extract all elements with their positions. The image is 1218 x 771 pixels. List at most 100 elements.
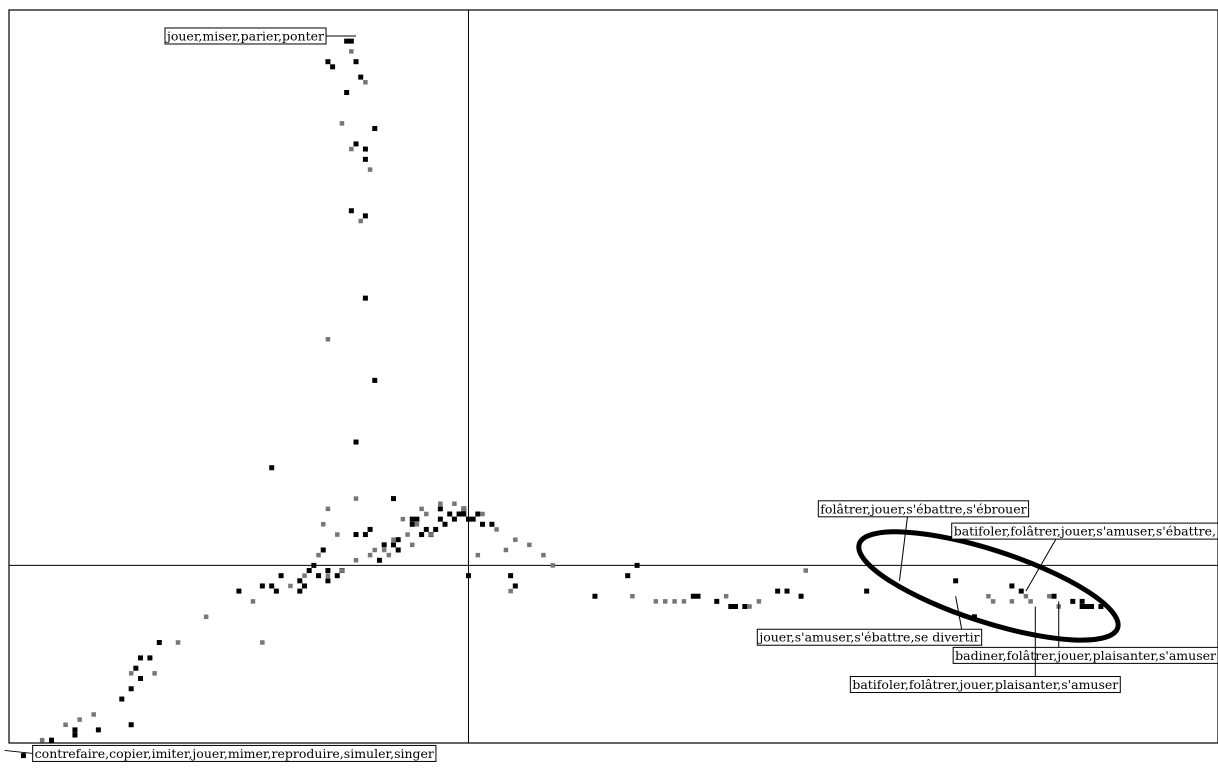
data-point <box>428 532 434 537</box>
data-point <box>465 573 471 579</box>
data-point <box>512 583 518 589</box>
data-point <box>203 614 209 620</box>
data-point <box>1009 599 1015 604</box>
data-point <box>250 599 256 604</box>
data-point <box>278 573 284 579</box>
data-point <box>953 578 959 584</box>
data-point <box>775 588 781 594</box>
annotation-label: jouer,s'amuser,s'ébattre,se divertir <box>757 630 979 645</box>
data-point <box>386 552 392 558</box>
data-point <box>541 552 546 558</box>
data-point <box>236 588 242 594</box>
data-point <box>433 526 439 532</box>
data-point <box>461 506 467 512</box>
data-point <box>152 671 157 676</box>
data-point <box>63 722 68 727</box>
data-point <box>353 496 359 501</box>
data-point <box>334 573 340 579</box>
data-point <box>1070 598 1076 604</box>
data-point <box>353 532 359 538</box>
annotation-box <box>951 522 1218 540</box>
data-point <box>1047 593 1052 599</box>
data-point <box>39 737 45 743</box>
data-point <box>138 675 144 681</box>
data-point <box>986 593 991 599</box>
data-point <box>1009 583 1015 589</box>
data-point <box>513 537 518 542</box>
data-point <box>302 583 307 589</box>
data-point <box>723 593 729 599</box>
annotation-label: batifoler,folâtrer,jouer,s'amuser,s'ébat… <box>954 524 1216 539</box>
points-group <box>20 38 1104 759</box>
data-point <box>311 562 317 568</box>
data-point <box>527 542 532 548</box>
data-point <box>1079 604 1085 610</box>
data-point <box>260 640 265 645</box>
data-point <box>391 496 397 502</box>
data-point <box>320 522 326 527</box>
data-point <box>423 526 429 532</box>
data-point <box>508 588 513 594</box>
data-point <box>358 218 363 224</box>
data-point <box>273 588 279 594</box>
data-point <box>1028 599 1033 604</box>
data-point <box>353 439 359 445</box>
data-point <box>480 521 486 527</box>
data-point <box>728 604 734 610</box>
data-point <box>353 558 359 563</box>
data-point <box>672 599 677 604</box>
data-point <box>630 593 635 599</box>
data-point <box>325 578 331 584</box>
data-point <box>452 501 457 506</box>
data-point <box>592 593 598 599</box>
data-point <box>325 506 331 512</box>
data-point <box>72 727 78 733</box>
data-point <box>72 732 78 738</box>
data-point <box>480 511 485 517</box>
data-point <box>437 516 443 522</box>
data-point <box>732 604 738 610</box>
data-point <box>367 167 373 172</box>
data-point <box>742 604 748 610</box>
data-point <box>128 671 134 676</box>
data-point <box>259 583 265 589</box>
data-point <box>325 336 331 342</box>
data-point <box>339 568 345 573</box>
data-point <box>381 542 387 548</box>
data-point <box>147 655 153 661</box>
data-point <box>1089 604 1095 610</box>
data-point <box>391 537 396 542</box>
data-point <box>409 542 415 548</box>
data-point <box>419 532 425 538</box>
data-point <box>297 588 303 594</box>
data-point <box>339 121 345 126</box>
data-point <box>414 522 420 527</box>
data-point <box>353 141 359 147</box>
data-point <box>316 573 322 579</box>
data-point <box>175 640 181 645</box>
data-point <box>461 511 467 517</box>
data-point <box>128 686 134 692</box>
data-point <box>424 511 429 517</box>
data-point <box>1084 604 1090 610</box>
annotation-leader <box>1025 538 1057 592</box>
data-point <box>316 552 321 558</box>
data-point <box>344 38 350 44</box>
data-point <box>20 753 26 759</box>
data-point <box>494 527 499 532</box>
data-point <box>133 665 139 671</box>
data-point <box>372 126 378 131</box>
data-point <box>438 501 443 506</box>
data-point <box>330 64 336 70</box>
data-point <box>348 208 354 214</box>
data-point <box>990 599 996 604</box>
data-point <box>349 146 354 152</box>
annotation-box <box>32 744 437 762</box>
annotation-label: contrefaire,copier,imiter,jouer,mimer,re… <box>35 746 434 761</box>
annotation-label: jouer,miser,parier,ponter <box>165 28 324 43</box>
data-point <box>405 532 410 537</box>
data-point <box>367 552 373 558</box>
data-point <box>49 737 55 743</box>
data-point <box>335 532 340 537</box>
data-point <box>353 59 359 65</box>
